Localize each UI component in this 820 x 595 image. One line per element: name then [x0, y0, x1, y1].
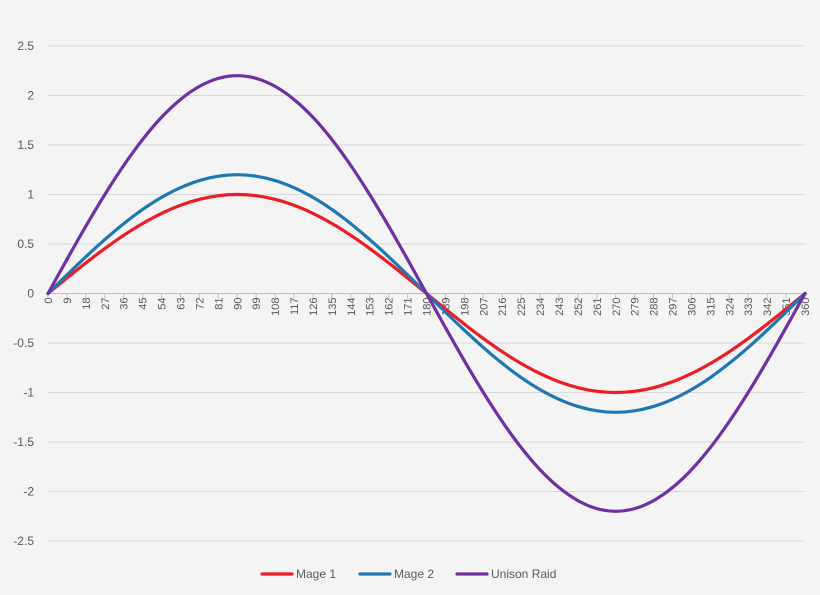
x-tick-label: 9 [62, 298, 74, 304]
y-tick-label: -1 [23, 386, 34, 400]
x-tick-label: 27 [100, 298, 112, 310]
x-tick-label: 108 [270, 298, 282, 316]
x-tick-label: 342 [762, 298, 774, 316]
y-tick-label: -2 [23, 485, 34, 499]
gridlines [48, 45, 805, 542]
x-tick-label: 162 [384, 298, 396, 316]
x-tick-label: 72 [194, 298, 206, 310]
y-tick-label: -2.5 [13, 534, 34, 548]
x-tick-label: 324 [724, 298, 736, 316]
x-tick-label: 135 [327, 298, 339, 316]
x-tick-label: 252 [573, 298, 585, 316]
x-tick-label: 126 [308, 298, 320, 316]
x-tick-label: 261 [592, 298, 604, 316]
x-tick-label: 270 [611, 298, 623, 316]
x-tick-label: 45 [138, 298, 150, 310]
x-tick-label: 306 [686, 298, 698, 316]
y-tick-label: 1.5 [17, 138, 34, 152]
series-line-unison-raid [46, 74, 807, 513]
y-tick-label: -0.5 [13, 336, 34, 350]
x-tick-label: 117 [289, 298, 301, 316]
x-tick-label: 288 [649, 298, 661, 316]
x-tick-label: 0 [43, 298, 55, 304]
x-tick-label: 207 [478, 298, 490, 316]
x-tick-label: 171 [403, 298, 415, 316]
y-axis: 2.5 2 1.5 1 0.5 0 -0.5 -1 -1.5 -2 -2.5 [13, 39, 34, 548]
y-tick-label: 1 [27, 188, 34, 202]
series-group [46, 74, 807, 513]
x-tick-label: 153 [365, 298, 377, 316]
x-tick-label: 81 [213, 298, 225, 310]
x-tick-label: 243 [554, 298, 566, 316]
x-tick-label: 360 [800, 298, 812, 316]
y-tick-label: 2 [27, 89, 34, 103]
x-tick-label: 36 [119, 298, 131, 310]
legend-label-mage-2: Mage 2 [394, 567, 434, 581]
x-tick-label: 225 [516, 298, 528, 316]
legend: Mage 1 Mage 2 Unison Raid [260, 567, 556, 581]
x-tick-label: 99 [251, 298, 263, 310]
x-tick-label: 279 [630, 298, 642, 316]
x-tick-label: 144 [346, 298, 358, 316]
x-tick-label: 315 [705, 298, 717, 316]
x-tick-label: 54 [157, 298, 169, 310]
legend-label-mage-1: Mage 1 [296, 567, 336, 581]
x-tick-label: 90 [232, 298, 244, 310]
x-tick-label: 198 [459, 298, 471, 316]
x-axis: 0 9 18 27 36 45 54 63 72 81 90 99 108 117 126 135 144 153… [43, 293, 812, 316]
y-tick-label: 0.5 [17, 237, 34, 251]
y-tick-label: 2.5 [17, 39, 34, 53]
x-tick-label: 234 [535, 298, 547, 316]
x-tick-label: 333 [743, 298, 755, 316]
y-tick-label: -1.5 [13, 435, 34, 449]
x-tick-label: 18 [81, 298, 93, 310]
x-tick-label: 216 [497, 298, 509, 316]
x-tick-label: 63 [175, 298, 187, 310]
y-tick-label: 0 [27, 287, 34, 301]
x-tick-label: 297 [668, 298, 680, 316]
legend-label-unison-raid: Unison Raid [491, 567, 556, 581]
